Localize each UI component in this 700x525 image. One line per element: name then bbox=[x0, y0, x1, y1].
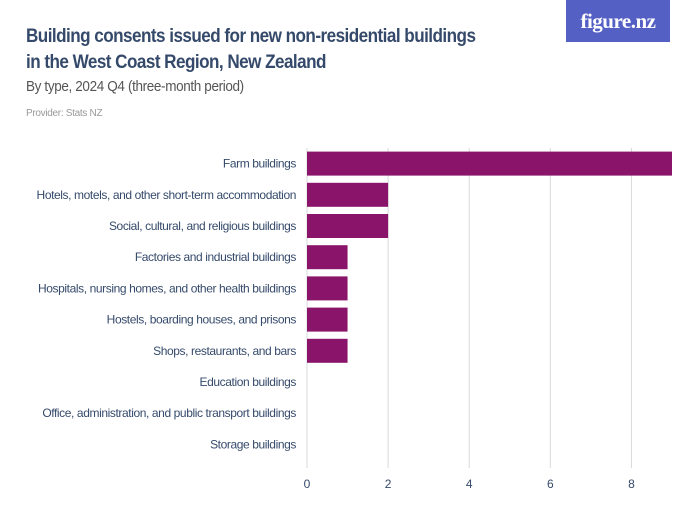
figure-nz-logo[interactable]: figure.nz bbox=[566, 0, 670, 42]
logo-text: figure.nz bbox=[580, 8, 656, 33]
bar bbox=[307, 245, 348, 270]
category-label: Social, cultural, and religious building… bbox=[109, 219, 296, 233]
x-tick-label: 2 bbox=[385, 477, 392, 491]
bar bbox=[307, 338, 348, 363]
category-label: Office, administration, and public trans… bbox=[42, 406, 296, 420]
x-tick-label: 6 bbox=[547, 477, 554, 491]
category-label: Storage buildings bbox=[210, 437, 296, 451]
chart-subtitle: By type, 2024 Q4 (three-month period) bbox=[26, 78, 244, 95]
category-label: Hostels, boarding houses, and prisons bbox=[107, 313, 297, 327]
bar bbox=[307, 182, 389, 207]
bar bbox=[307, 214, 389, 238]
category-label: Farm buildings bbox=[223, 157, 296, 171]
bar bbox=[307, 276, 348, 301]
category-label: Hospitals, nursing homes, and other heal… bbox=[38, 281, 296, 295]
x-tick-label: 8 bbox=[628, 477, 635, 491]
x-tick-label: 4 bbox=[466, 477, 473, 491]
bar bbox=[307, 151, 672, 176]
bar bbox=[307, 307, 348, 332]
category-label: Hotels, motels, and other short-term acc… bbox=[37, 188, 296, 202]
provider-label: Provider: Stats NZ bbox=[26, 108, 103, 119]
x-tick-label: 0 bbox=[304, 477, 311, 491]
chart-title: Building consents issued for new non-res… bbox=[26, 26, 476, 73]
category-label: Shops, restaurants, and bars bbox=[153, 344, 296, 358]
category-label: Education buildings bbox=[200, 375, 297, 389]
category-label: Factories and industrial buildings bbox=[135, 250, 297, 264]
